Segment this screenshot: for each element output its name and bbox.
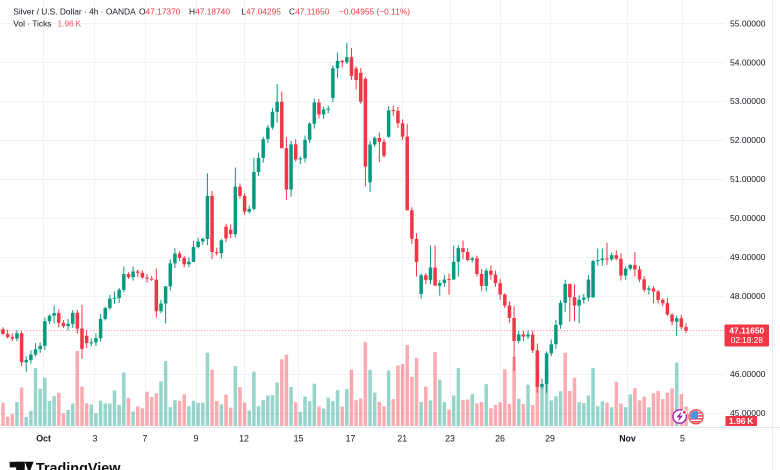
svg-text:H47.18740: H47.18740	[189, 7, 230, 17]
svg-text:Oct: Oct	[36, 433, 51, 443]
svg-text:Nov: Nov	[619, 433, 636, 443]
svg-text:Silver / U.S. Dollar · 4h · OA: Silver / U.S. Dollar · 4h · OANDA	[13, 7, 136, 17]
svg-text:−0.04955 (−0.11%): −0.04955 (−0.11%)	[339, 7, 410, 17]
svg-text:9: 9	[194, 433, 199, 443]
svg-text:23: 23	[445, 433, 455, 443]
svg-text:51.00000: 51.00000	[730, 174, 766, 184]
svg-text:Vol · Ticks: Vol · Ticks	[13, 19, 51, 29]
svg-text:C47.11650: C47.11650	[289, 7, 330, 17]
svg-text:5: 5	[680, 433, 685, 443]
svg-text:55.00000: 55.00000	[730, 18, 766, 28]
svg-text:17: 17	[346, 433, 356, 443]
svg-text:21: 21	[397, 433, 407, 443]
svg-text:49.00000: 49.00000	[730, 252, 766, 262]
svg-text:TradingView: TradingView	[36, 461, 121, 470]
svg-text:L47.04295: L47.04295	[241, 7, 281, 17]
svg-text:12: 12	[239, 433, 249, 443]
svg-text:7: 7	[143, 433, 148, 443]
svg-text:45.00000: 45.00000	[730, 408, 766, 418]
svg-text:53.00000: 53.00000	[730, 96, 766, 106]
svg-text:26: 26	[495, 433, 505, 443]
svg-text:02:18:28: 02:18:28	[731, 335, 764, 345]
svg-text:29: 29	[545, 433, 555, 443]
svg-text:46.00000: 46.00000	[730, 369, 766, 379]
svg-text:48.00000: 48.00000	[730, 291, 766, 301]
svg-text:3: 3	[92, 433, 97, 443]
svg-text:15: 15	[294, 433, 304, 443]
svg-text:50.00000: 50.00000	[730, 213, 766, 223]
svg-text:54.00000: 54.00000	[730, 57, 766, 67]
svg-text:O47.17370: O47.17370	[139, 7, 181, 17]
svg-text:47.11650: 47.11650	[729, 325, 764, 335]
svg-text:1.96 K: 1.96 K	[58, 19, 82, 29]
svg-text:52.00000: 52.00000	[730, 135, 766, 145]
svg-text:1.96 K: 1.96 K	[729, 416, 754, 426]
